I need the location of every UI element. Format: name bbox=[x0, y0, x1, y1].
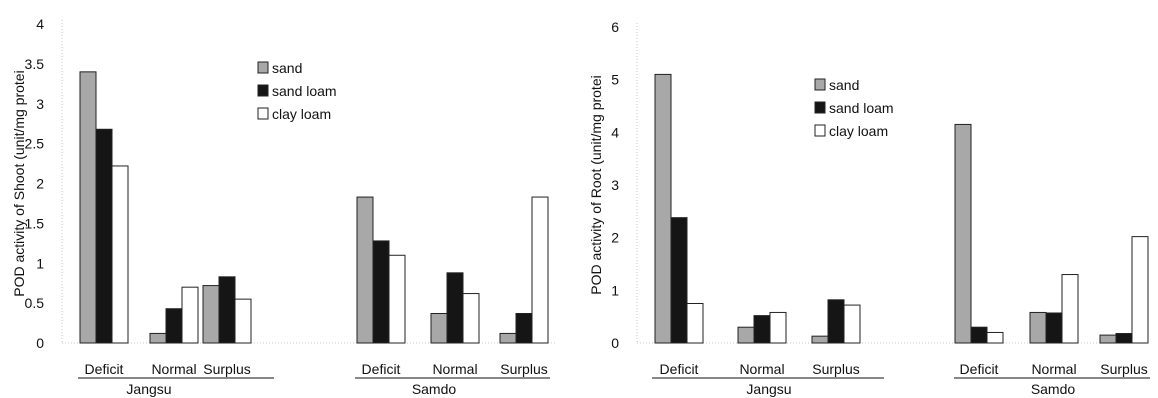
y-tick-label: 1 bbox=[611, 282, 619, 298]
bar-clay-loam-jangsu-surplus bbox=[843, 304, 861, 344]
category-label: Deficit bbox=[362, 361, 401, 377]
bar-clay-loam-jangsu-normal bbox=[769, 311, 787, 344]
group-label: Samdo bbox=[1031, 381, 1076, 397]
category-label: Normal bbox=[1031, 361, 1076, 377]
bar-sand-jangsu-surplus bbox=[202, 285, 220, 344]
bar-sand-loam-samdo-surplus bbox=[515, 312, 533, 344]
y-axis-title: POD activity of Root (unit/mg protei bbox=[588, 75, 604, 294]
legend-label-sand-loam: sand loam bbox=[272, 83, 337, 99]
bar-sand-samdo-normal bbox=[1029, 311, 1047, 344]
category-label: Deficit bbox=[660, 361, 699, 377]
bar-sand-samdo-surplus bbox=[1099, 334, 1117, 344]
legend-label-clay-loam: clay loam bbox=[272, 106, 331, 122]
y-tick-label: 2 bbox=[611, 230, 619, 246]
y-tick-label: 3.5 bbox=[25, 56, 45, 72]
legend-swatch-sand bbox=[257, 61, 269, 74]
bar-sand-samdo-surplus bbox=[499, 332, 517, 344]
bar-sand-jangsu-normal bbox=[149, 332, 167, 344]
legend-swatch-sand-loam bbox=[257, 84, 269, 97]
bar-sand-jangsu-surplus bbox=[811, 335, 829, 344]
y-tick-label: 6 bbox=[611, 19, 619, 35]
category-label: Surplus bbox=[500, 361, 547, 377]
bar-sand-loam-jangsu-normal bbox=[753, 315, 771, 344]
category-label: Deficit bbox=[85, 361, 124, 377]
bar-sand-jangsu-normal bbox=[737, 326, 755, 344]
bar-sand-loam-samdo-deficit bbox=[372, 240, 390, 344]
y-tick-label: 4 bbox=[36, 16, 44, 32]
bar-clay-loam-jangsu-deficit bbox=[111, 165, 129, 344]
y-tick-label: 2.5 bbox=[25, 136, 45, 152]
category-label: Deficit bbox=[960, 361, 999, 377]
y-tick-label: 3 bbox=[36, 96, 44, 112]
bar-sand-loam-jangsu-deficit bbox=[670, 217, 688, 344]
y-tick-label: 1.5 bbox=[25, 215, 45, 231]
bar-sand-jangsu-deficit bbox=[79, 71, 97, 344]
bar-sand-samdo-deficit bbox=[954, 123, 972, 344]
bar-sand-loam-samdo-normal bbox=[446, 272, 464, 344]
bar-sand-samdo-normal bbox=[430, 312, 448, 344]
y-tick-label: 0.5 bbox=[25, 295, 45, 311]
category-label: Surplus bbox=[203, 361, 250, 377]
bar-clay-loam-samdo-surplus bbox=[1131, 236, 1149, 344]
bar-sand-jangsu-deficit bbox=[654, 73, 672, 344]
legend-swatch-clay-loam bbox=[814, 124, 826, 137]
category-label: Surplus bbox=[812, 361, 859, 377]
root-pod-chart: 0 1 2 3 4 5 6 POD activity of Root (unit/mg pro… bbox=[588, 19, 1150, 397]
bar-sand-loam-jangsu-deficit bbox=[95, 128, 113, 344]
bar-sand-loam-samdo-surplus bbox=[1115, 333, 1133, 344]
bar-clay-loam-samdo-deficit bbox=[986, 331, 1004, 344]
group-label: Samdo bbox=[412, 381, 457, 397]
bar-clay-loam-jangsu-deficit bbox=[686, 303, 704, 344]
y-tick-label: 0 bbox=[36, 335, 44, 351]
y-axis-title: POD activity of Shoot (unit/mg protei bbox=[11, 70, 27, 296]
bar-sand-loam-jangsu-surplus bbox=[218, 276, 236, 344]
category-label: Normal bbox=[739, 361, 784, 377]
bar-sand-loam-samdo-deficit bbox=[970, 326, 988, 344]
group-label: Jangsu bbox=[746, 381, 791, 397]
bar-clay-loam-jangsu-surplus bbox=[234, 298, 252, 344]
category-label: Normal bbox=[432, 361, 477, 377]
legend-label-sand: sand bbox=[829, 77, 859, 93]
legend-label-sand: sand bbox=[272, 60, 302, 76]
legend-label-clay-loam: clay loam bbox=[829, 123, 888, 139]
bar-sand-loam-jangsu-normal bbox=[165, 308, 183, 344]
y-tick-label: 3 bbox=[611, 177, 619, 193]
category-label: Normal bbox=[151, 361, 196, 377]
bar-clay-loam-samdo-normal bbox=[462, 293, 480, 344]
legend-swatch-sand bbox=[814, 78, 826, 91]
y-tick-label: 2 bbox=[36, 176, 44, 192]
y-tick-label: 5 bbox=[611, 72, 619, 88]
bar-sand-loam-samdo-normal bbox=[1045, 312, 1063, 344]
y-tick-label: 1 bbox=[36, 255, 44, 271]
legend-label-sand-loam: sand loam bbox=[829, 100, 894, 116]
bar-clay-loam-samdo-deficit bbox=[388, 254, 406, 344]
bar-clay-loam-samdo-normal bbox=[1061, 274, 1079, 344]
legend-swatch-clay-loam bbox=[257, 107, 269, 120]
bar-sand-loam-jangsu-surplus bbox=[827, 299, 845, 344]
bar-sand-samdo-deficit bbox=[356, 196, 374, 344]
bar-clay-loam-samdo-surplus bbox=[531, 196, 549, 344]
y-tick-label: 4 bbox=[611, 124, 619, 140]
group-label: Jangsu bbox=[126, 381, 171, 397]
shoot-pod-chart: 0 0.5 1 1.5 2 2.5 3 3.5 4 POD activity of Shoot (… bbox=[11, 16, 557, 397]
category-label: Surplus bbox=[1100, 361, 1147, 377]
legend-swatch-sand-loam bbox=[814, 101, 826, 114]
y-tick-label: 0 bbox=[611, 335, 619, 351]
bar-clay-loam-jangsu-normal bbox=[181, 286, 199, 344]
